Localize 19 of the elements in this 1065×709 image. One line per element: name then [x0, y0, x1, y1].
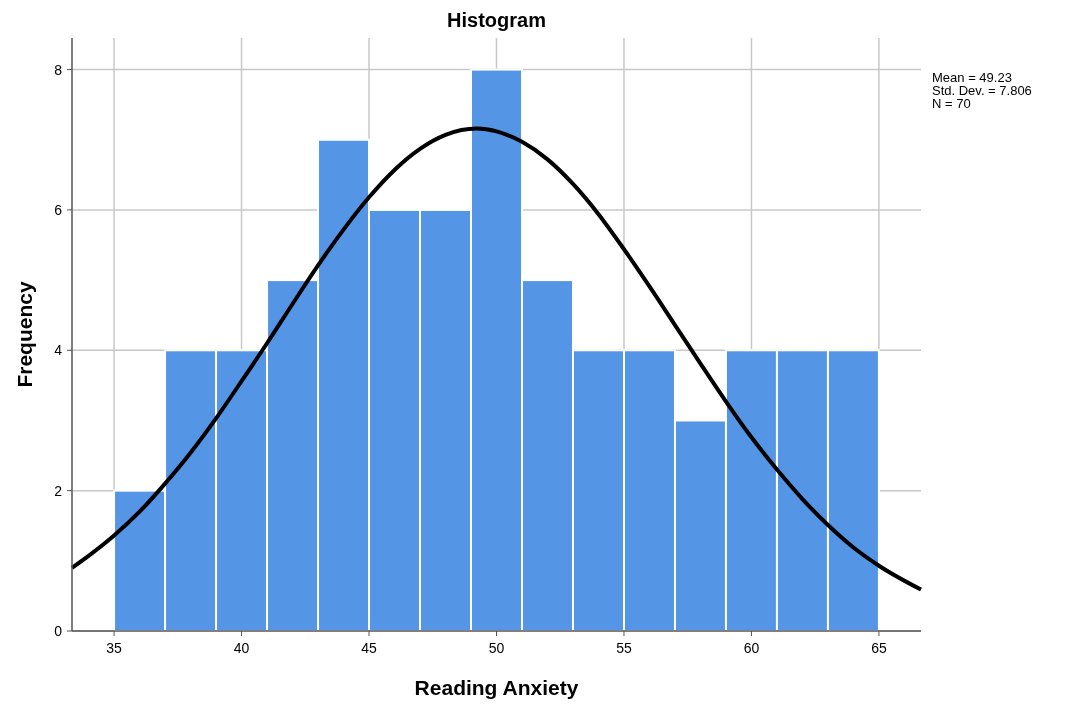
x-tick-label: 35	[106, 640, 123, 656]
line-series	[70, 126, 923, 592]
y-tick-label: 2	[54, 482, 63, 499]
y-tick-label: 6	[54, 201, 63, 218]
chart-title: Histogram	[447, 9, 546, 31]
text: N = 70	[932, 96, 971, 111]
x-tick-label: 45	[361, 640, 378, 656]
y-tick-label: 0	[54, 623, 63, 639]
x-tick-label: 60	[743, 640, 760, 656]
x-tick-label: 55	[616, 640, 632, 656]
x-tick-label: 50	[488, 640, 505, 656]
y-tick-label: 8	[54, 61, 63, 78]
x-tick-label: 65	[871, 640, 887, 656]
y-axis-title: Frequency	[13, 281, 36, 388]
x-tick-label: 40	[233, 640, 250, 656]
text: Mean = 49.23	[932, 70, 1012, 85]
x-axis-title: Reading Anxiety	[414, 676, 579, 699]
text: Std. Dev. = 7.806	[932, 83, 1032, 98]
y-tick-label: 4	[54, 342, 63, 359]
